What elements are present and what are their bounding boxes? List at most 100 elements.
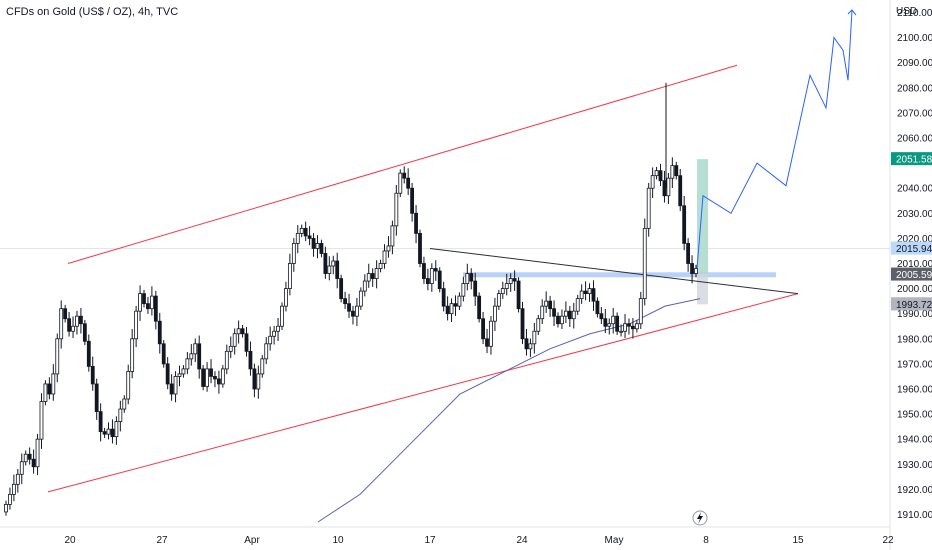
candle-body bbox=[607, 323, 612, 327]
candle bbox=[291, 238, 296, 272]
candle bbox=[579, 284, 584, 304]
candle-body bbox=[548, 300, 553, 310]
support-band bbox=[463, 272, 776, 278]
candle-body bbox=[114, 421, 119, 438]
candle-body bbox=[694, 268, 698, 274]
candle-body bbox=[575, 298, 580, 312]
candle bbox=[674, 161, 679, 180]
candle bbox=[441, 281, 446, 312]
candle-body bbox=[138, 293, 142, 312]
candle-body bbox=[370, 273, 375, 279]
candle bbox=[63, 304, 68, 323]
candle-body bbox=[528, 343, 533, 350]
candle-body bbox=[441, 288, 446, 307]
candle bbox=[390, 220, 395, 255]
candle bbox=[118, 400, 123, 432]
candle bbox=[410, 182, 415, 222]
candle-body bbox=[276, 325, 280, 332]
candle bbox=[666, 172, 671, 205]
candle-body bbox=[504, 283, 509, 289]
candle-body bbox=[425, 278, 430, 284]
candle-body bbox=[287, 263, 292, 289]
descending-trendline bbox=[429, 247, 799, 295]
price-axis-unit: USD bbox=[896, 6, 917, 17]
candle bbox=[418, 229, 422, 268]
candle bbox=[355, 297, 359, 326]
candle-body bbox=[205, 368, 209, 387]
candle bbox=[47, 377, 52, 400]
candle-body bbox=[382, 250, 387, 264]
candle bbox=[27, 447, 32, 465]
candle-body bbox=[157, 320, 162, 345]
candle-body bbox=[654, 170, 659, 177]
candle bbox=[528, 338, 533, 358]
candle bbox=[532, 322, 537, 354]
candle-body bbox=[686, 243, 691, 264]
candle-body bbox=[465, 273, 470, 284]
candle-body bbox=[339, 278, 344, 300]
candle bbox=[544, 291, 549, 313]
candle-body bbox=[142, 293, 146, 305]
candle-body bbox=[457, 295, 462, 307]
candle-body bbox=[189, 353, 194, 360]
candle-body bbox=[449, 303, 454, 315]
candle bbox=[232, 328, 237, 355]
candle-body bbox=[197, 343, 202, 370]
target-zone bbox=[697, 159, 708, 274]
candle-body bbox=[193, 343, 198, 355]
candle bbox=[654, 166, 659, 180]
candle bbox=[335, 252, 340, 289]
candle-body bbox=[177, 373, 182, 377]
candle bbox=[94, 378, 99, 420]
candle-body bbox=[173, 376, 178, 395]
candle-body bbox=[67, 318, 71, 332]
candle-body bbox=[631, 325, 635, 330]
candle bbox=[366, 263, 371, 288]
candle bbox=[398, 169, 403, 197]
candle bbox=[469, 268, 474, 290]
candle-body bbox=[224, 350, 229, 370]
candle bbox=[520, 301, 525, 345]
candle bbox=[75, 310, 79, 335]
candle bbox=[496, 289, 501, 310]
candle bbox=[327, 256, 332, 281]
candle bbox=[690, 255, 694, 284]
candle bbox=[548, 295, 553, 317]
time-tick-label: 24 bbox=[516, 535, 528, 546]
candle bbox=[31, 449, 36, 474]
candle bbox=[339, 274, 344, 303]
candle-body bbox=[169, 383, 174, 395]
candle bbox=[284, 281, 288, 312]
candle bbox=[134, 305, 139, 348]
candle bbox=[276, 317, 280, 342]
candle-body bbox=[311, 238, 316, 249]
candle bbox=[201, 365, 206, 391]
time-tick-label: 20 bbox=[64, 535, 76, 546]
candle-body bbox=[51, 373, 56, 395]
price-label: 2015.94 bbox=[891, 241, 932, 255]
price-tick-label: 1920.00 bbox=[897, 485, 932, 496]
candle-body bbox=[670, 165, 675, 179]
candle bbox=[323, 246, 328, 279]
candle-body bbox=[260, 358, 265, 375]
candle bbox=[244, 326, 249, 357]
candle-body bbox=[220, 368, 225, 385]
candle bbox=[181, 365, 186, 378]
candle-body bbox=[603, 318, 608, 327]
candle-body bbox=[362, 280, 367, 292]
candle bbox=[142, 289, 146, 308]
candle-body bbox=[79, 315, 83, 325]
candle bbox=[485, 328, 489, 354]
candle bbox=[209, 359, 213, 384]
candle bbox=[670, 157, 675, 188]
candle-body bbox=[390, 225, 395, 247]
price-tick-label: 2010.00 bbox=[897, 259, 932, 270]
candle bbox=[280, 302, 284, 331]
time-tick-label: 22 bbox=[882, 535, 894, 546]
candle-body bbox=[690, 263, 694, 274]
candle-body bbox=[394, 192, 399, 227]
candle bbox=[157, 312, 162, 354]
candle-body bbox=[213, 376, 217, 380]
candle-body bbox=[678, 175, 683, 207]
